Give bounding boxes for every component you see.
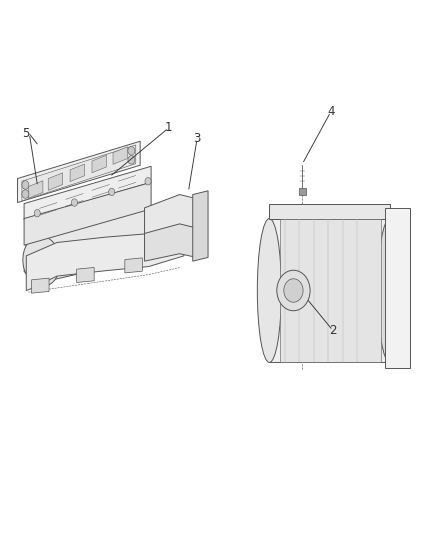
Circle shape [128, 147, 135, 155]
Text: 2: 2 [329, 324, 337, 337]
Circle shape [22, 190, 29, 198]
Polygon shape [145, 224, 201, 261]
Polygon shape [125, 258, 142, 273]
Polygon shape [113, 147, 127, 164]
Polygon shape [28, 181, 43, 198]
Circle shape [277, 270, 310, 311]
Polygon shape [145, 195, 201, 236]
Polygon shape [26, 224, 184, 290]
Circle shape [128, 156, 135, 164]
Polygon shape [77, 268, 94, 282]
Polygon shape [92, 155, 106, 173]
Polygon shape [269, 219, 390, 362]
Polygon shape [193, 191, 208, 261]
Circle shape [22, 181, 29, 189]
Polygon shape [24, 182, 151, 245]
Polygon shape [32, 278, 49, 293]
Circle shape [145, 177, 151, 185]
Polygon shape [24, 205, 151, 280]
Text: 3: 3 [194, 132, 201, 145]
Polygon shape [280, 219, 381, 362]
Polygon shape [24, 166, 151, 220]
Circle shape [71, 199, 78, 206]
Polygon shape [385, 208, 410, 368]
Ellipse shape [23, 236, 60, 286]
Polygon shape [22, 145, 136, 201]
FancyBboxPatch shape [299, 188, 306, 195]
Circle shape [34, 209, 40, 217]
Polygon shape [70, 164, 85, 182]
Polygon shape [18, 141, 140, 203]
Circle shape [109, 188, 115, 196]
Circle shape [284, 279, 303, 302]
Ellipse shape [378, 219, 402, 362]
Text: 1: 1 [165, 122, 173, 134]
Polygon shape [48, 173, 63, 190]
Text: 5: 5 [22, 127, 29, 140]
Ellipse shape [257, 219, 281, 362]
Polygon shape [269, 204, 390, 219]
Text: 4: 4 [327, 106, 335, 118]
